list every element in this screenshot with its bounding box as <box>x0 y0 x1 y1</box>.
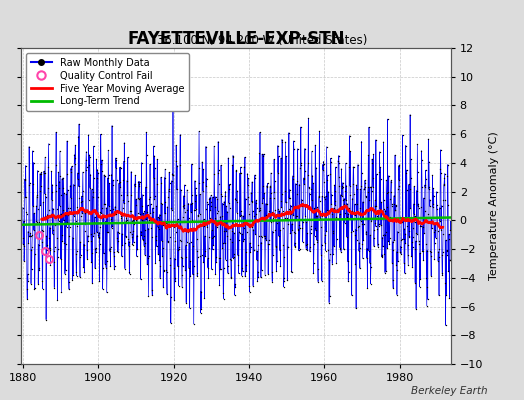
Y-axis label: Temperature Anomaly (°C): Temperature Anomaly (°C) <box>488 132 499 280</box>
Text: Berkeley Earth: Berkeley Earth <box>411 386 487 396</box>
Legend: Raw Monthly Data, Quality Control Fail, Five Year Moving Average, Long-Term Tren: Raw Monthly Data, Quality Control Fail, … <box>26 53 189 111</box>
Text: 36.100 N, 94.200 W (United States): 36.100 N, 94.200 W (United States) <box>157 34 367 47</box>
Title: FAYETTEVILLE-EXP-STN: FAYETTEVILLE-EXP-STN <box>127 30 345 48</box>
